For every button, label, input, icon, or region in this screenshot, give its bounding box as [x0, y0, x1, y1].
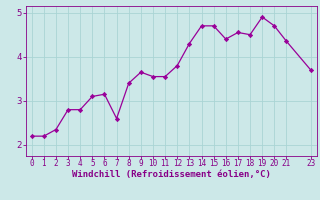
X-axis label: Windchill (Refroidissement éolien,°C): Windchill (Refroidissement éolien,°C) [72, 170, 271, 179]
